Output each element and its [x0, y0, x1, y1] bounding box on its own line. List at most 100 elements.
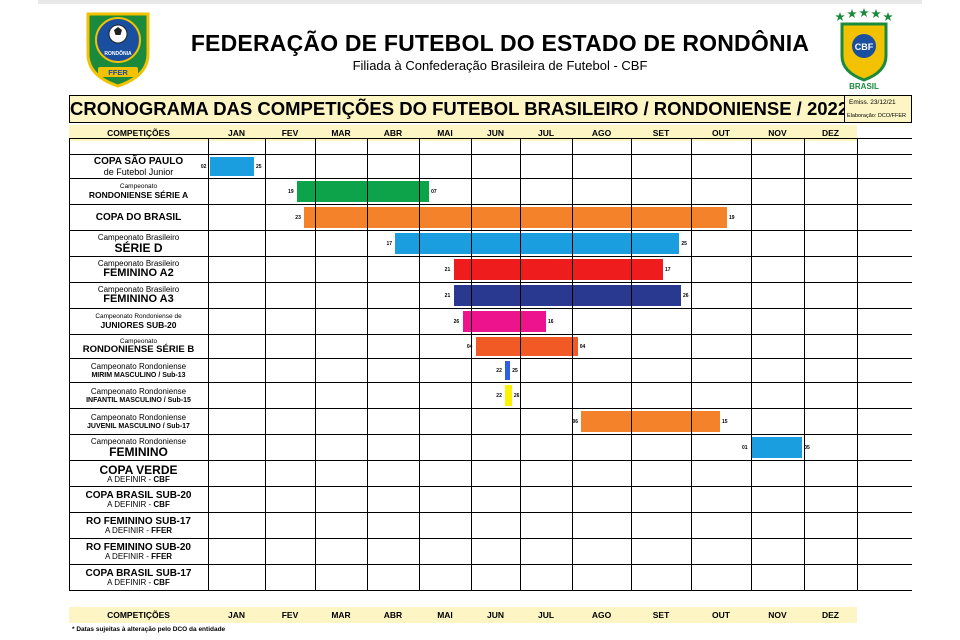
- start-day-label: 01: [742, 445, 748, 451]
- competition-label-line: Campeonato Rondoniense: [69, 437, 208, 446]
- start-day-label: 22: [496, 368, 502, 374]
- schedule-sheet: CRONOGRAMA DAS COMPETIÇÕES DO FUTEBOL BR…: [69, 95, 912, 623]
- grid-vertical-line: [520, 139, 521, 591]
- label-text: A DEFINIR -: [107, 500, 154, 510]
- competition-label: COPA BRASIL SUB-20 A DEFINIR - CBF: [69, 487, 208, 513]
- emission-date: Emiss. 23/12/21: [849, 99, 896, 106]
- label-entity: CBF: [153, 500, 170, 510]
- period-bar: [751, 437, 803, 458]
- period-bar: [505, 385, 512, 406]
- competition-label: RO FEMININO SUB-20 A DEFINIR - FFER: [69, 539, 208, 565]
- label-text: de Futebol Junior: [103, 166, 174, 177]
- period-bar: [462, 311, 546, 332]
- grid-vertical-line: [69, 139, 70, 591]
- competition-label-line: INFANTIL MASCULINO / Sub-15: [69, 397, 208, 404]
- month-jan-top: JAN: [227, 128, 245, 138]
- month-out-bottom: OUT: [712, 610, 730, 620]
- competition-label-line: Campeonato Brasileiro: [69, 285, 208, 295]
- schedule-row: Campeonato Rondoniense de JUNIORES SUB-20…: [69, 309, 912, 335]
- schedule-row: Campeonato Brasileiro FEMININO A3 21 26: [69, 283, 912, 309]
- label-text: FEMININO A3: [103, 293, 174, 306]
- label-text: FEMININO: [109, 444, 168, 459]
- label-text: Campeonato Rondoniense: [90, 413, 187, 423]
- end-day-label: 15: [722, 419, 728, 425]
- label-text: RONDONIENSE SÉRIE B: [82, 344, 195, 356]
- label-text: A DEFINIR -: [104, 526, 152, 536]
- competition-label: Campeonato RONDONIENSE SÉRIE A: [69, 179, 208, 205]
- schedule-row: COPA SÃO PAULO de Futebol Junior 02 25: [69, 155, 912, 179]
- grid-vertical-line: [315, 139, 316, 591]
- end-day-label: 05: [804, 445, 810, 451]
- competition-label-line: A DEFINIR - CBF: [69, 578, 208, 588]
- schedule-row: RO FEMININO SUB-17 A DEFINIR - FFER: [69, 513, 912, 539]
- competition-label-line: JUVENIL MASCULINO / Sub-17: [69, 423, 208, 430]
- federation-subtitle: Filiada à Confederação Brasileira de Fut…: [352, 58, 648, 73]
- start-day-label: 19: [288, 189, 294, 195]
- competition-label-line: Campeonato: [69, 338, 208, 346]
- month-ago-bottom: AGO: [591, 610, 612, 620]
- competition-label-line: A DEFINIR - FFER: [69, 526, 208, 536]
- start-day-label: 26: [453, 319, 460, 325]
- label-text: A DEFINIR -: [104, 552, 152, 562]
- month-jul-bottom: JUL: [537, 610, 555, 620]
- schedule-row: COPA VERDE A DEFINIR - CBF: [69, 461, 912, 487]
- month-nov-bottom: NOV: [768, 610, 787, 620]
- label-text: Campeonato Brasileiro: [97, 285, 180, 295]
- label-text: INFANTIL MASCULINO / Sub-15: [86, 396, 191, 404]
- grid-vertical-line: [804, 139, 805, 591]
- end-day-label: 26: [513, 393, 520, 399]
- footnote: * Datas sujeitas à alteração pelo DCO da…: [72, 626, 226, 633]
- month-dez-top: DEZ: [822, 128, 839, 138]
- svg-text:CBF: CBF: [855, 42, 874, 52]
- month-mai-top: MAI: [437, 128, 453, 138]
- start-day-label: 23: [295, 215, 301, 221]
- label-text: COPA BRASIL SUB-20: [85, 489, 192, 501]
- month-jun-top: JUN: [486, 128, 504, 138]
- month-jan-bottom: JAN: [227, 610, 245, 620]
- competition-label-line: RO FEMININO SUB-20: [69, 542, 208, 554]
- month-jun-bottom: JUN: [486, 610, 504, 620]
- competition-label-line: A DEFINIR - CBF: [69, 500, 208, 510]
- competition-label-line: MIRIM MASCULINO / Sub-13: [69, 372, 208, 379]
- period-bar: [475, 337, 578, 356]
- schedule-row: Campeonato Rondoniense JUVENIL MASCULINO …: [69, 409, 912, 435]
- competition-label: COPA SÃO PAULO de Futebol Junior: [69, 155, 208, 179]
- competition-label-line: Campeonato Rondoniense: [69, 387, 208, 396]
- start-day-label: 02: [200, 164, 207, 170]
- label-entity: CBF: [153, 578, 170, 588]
- competition-label-line: Campeonato Rondoniense de: [69, 313, 208, 321]
- competition-label-line: FEMININO A2: [69, 268, 208, 280]
- competition-label: RO FEMININO SUB-17 A DEFINIR - FFER: [69, 513, 208, 539]
- schedule-row: Campeonato Brasileiro FEMININO A2 21 17: [69, 257, 912, 283]
- label-text: COPA VERDE: [99, 462, 178, 477]
- period-bar: [453, 259, 663, 280]
- month-out-top: OUT: [712, 128, 730, 138]
- document-meta: Emiss. 23/12/21 Elaboração: DCO/FFER: [845, 95, 912, 123]
- schedule-row: RO FEMININO SUB-20 A DEFINIR - FFER: [69, 539, 912, 565]
- top-border: [38, 0, 922, 4]
- label-text: Campeonato Brasileiro: [97, 259, 180, 269]
- schedule-row: COPA BRASIL SUB-17 A DEFINIR - CBF: [69, 565, 912, 591]
- month-mar-top: MAR: [331, 128, 351, 138]
- start-day-label: 04: [466, 344, 473, 350]
- start-day-label: 21: [444, 267, 451, 273]
- month-abr-bottom: ABR: [383, 610, 403, 620]
- competition-label-line: Campeonato Rondoniense: [69, 413, 208, 423]
- competition-label-line: COPA VERDE: [69, 462, 208, 477]
- grid-vertical-line: [631, 139, 632, 591]
- grid-vertical-line: [419, 139, 420, 591]
- svg-text:RONDÔNIA: RONDÔNIA: [104, 49, 132, 57]
- competition-label-line: RONDONIENSE SÉRIE B: [69, 345, 208, 355]
- competition-label: Campeonato Rondoniense FEMININO: [69, 435, 208, 461]
- svg-text:FFER: FFER: [108, 68, 128, 77]
- label-text: Campeonato: [119, 183, 158, 191]
- month-mar-bottom: MAR: [331, 610, 351, 620]
- competition-label-line: JUNIORES SUB-20: [69, 320, 208, 330]
- grid-vertical-line: [857, 139, 858, 591]
- start-day-label: 06: [572, 419, 579, 425]
- start-day-label: 22: [496, 393, 502, 399]
- grid-vertical-line: [691, 139, 692, 591]
- month-jul-top: JUL: [537, 128, 555, 138]
- end-day-label: 25: [512, 368, 518, 374]
- competition-label-line: A DEFINIR - CBF: [69, 475, 208, 484]
